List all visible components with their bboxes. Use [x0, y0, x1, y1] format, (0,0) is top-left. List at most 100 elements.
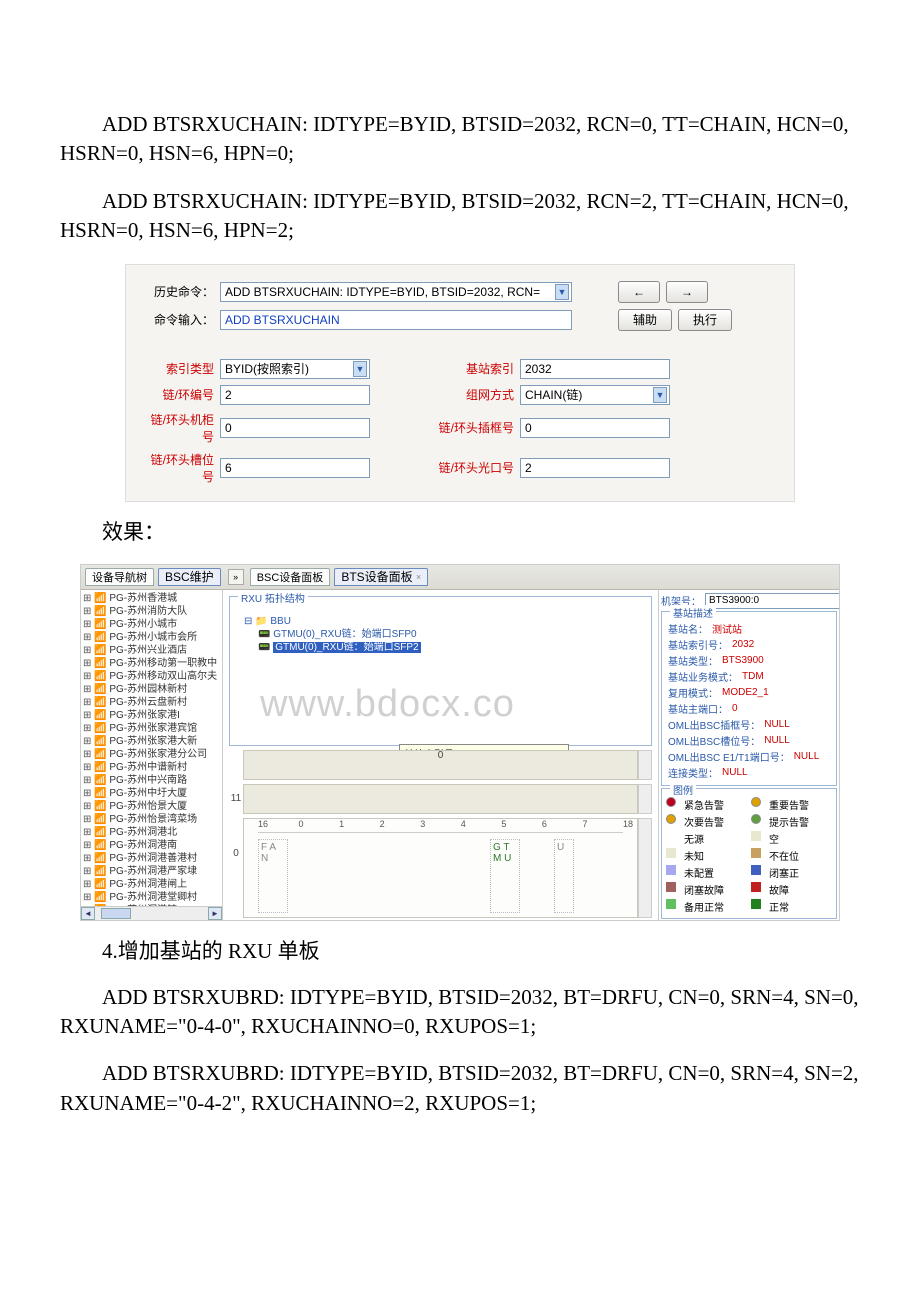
legend-label: 次要告警: [684, 814, 747, 829]
forward-button[interactable]: →: [666, 281, 708, 303]
tree-item[interactable]: ⊞ 📶 PG-苏州香港城: [83, 592, 222, 605]
port-input[interactable]: [520, 458, 670, 478]
watermark: www.bdocx.co: [260, 683, 515, 726]
desc-value: NULL: [764, 719, 790, 730]
nav-tree[interactable]: ⊞ 📶 PG-苏州香港城⊞ 📶 PG-苏州消防大队⊞ 📶 PG-苏州小城市⊞ 📶…: [81, 590, 223, 920]
v-scroll[interactable]: [638, 818, 652, 918]
tree-item[interactable]: ⊞ 📶 PG-苏州洞港南: [83, 839, 222, 852]
tree-item[interactable]: ⊞ 📶 PG-苏州张家港大新: [83, 735, 222, 748]
desc-value: 测试站: [712, 621, 742, 636]
legend-swatch: [666, 865, 676, 875]
arrow-right-icon[interactable]: ►: [208, 907, 222, 920]
left-tabs: 设备导航树 BSC维护 » BSC设备面板 BTS设备面板 ×: [81, 565, 839, 590]
tree-item[interactable]: ⊞ 📶 PG-苏州洞港闸上: [83, 878, 222, 891]
tree-item[interactable]: ⊞ 📶 PG-苏州移动双山高尔夫: [83, 670, 222, 683]
collapse-icon[interactable]: »: [228, 569, 244, 585]
legend-label: 正常: [769, 899, 832, 914]
legend-swatch: [666, 831, 676, 841]
arrow-left-icon[interactable]: ◄: [81, 907, 95, 920]
tree-item[interactable]: ⊞ 📶 PG-苏州小城市: [83, 618, 222, 631]
tree-item[interactable]: ⊞ 📶 PG-苏州怡景湾菜场: [83, 813, 222, 826]
cab-no-input[interactable]: [705, 593, 840, 609]
tree-item[interactable]: ⊞ 📶 PG-苏州兴业酒店: [83, 644, 222, 657]
legend-swatch: [751, 797, 761, 807]
tab-bts-panel[interactable]: BTS设备面板 ×: [334, 568, 428, 586]
tab-bsc-panel[interactable]: BSC设备面板: [250, 568, 331, 586]
idx-type-label: 索引类型: [140, 360, 220, 377]
tree-item[interactable]: ⊞ 📶 PG-苏州洞港北: [83, 826, 222, 839]
cmd-3: ADD BTSRXUBRD: IDTYPE=BYID, BTSID=2032, …: [60, 983, 860, 1042]
tab-bts-label: BTS设备面板: [341, 568, 412, 585]
legend-label: 重要告警: [769, 797, 832, 812]
cmd-2: ADD BTSRXUCHAIN: IDTYPE=BYID, BTSID=2032…: [60, 187, 860, 246]
desc-label: 基站索引号：: [668, 637, 728, 652]
section-4: 4.增加基站的 RXU 单板: [60, 935, 860, 965]
cab-input[interactable]: [220, 418, 370, 438]
tree-item[interactable]: ⊞ 📶 PG-苏州中兴南路: [83, 774, 222, 787]
desc-label: 基站业务模式：: [668, 669, 738, 684]
info-panel: 机架号： 基站描述 基站名：测试站基站索引号：2032基站类型：BTS3900基…: [659, 590, 839, 920]
tree-item[interactable]: ⊞ 📶 PG-苏州移动第一职教中: [83, 657, 222, 670]
net-mode-label: 组网方式: [430, 386, 520, 403]
cmd-input[interactable]: [220, 310, 572, 330]
desc-label: OML出BSC槽位号：: [668, 733, 760, 748]
bts-idx-label: 基站索引: [430, 360, 520, 377]
row-num: 0: [229, 818, 243, 918]
legend-label: 不在位: [769, 848, 832, 863]
v-scroll[interactable]: [638, 750, 652, 780]
chain-no-input[interactable]: [220, 385, 370, 405]
legend-swatch: [666, 882, 676, 892]
tree-item[interactable]: ⊞ 📶 PG-苏州园林新村: [83, 683, 222, 696]
tab-bsc-maint[interactable]: BSC维护: [158, 568, 221, 586]
legend-swatch: [751, 882, 761, 892]
bbu-tree[interactable]: ⊟ 📁 BBU 📟 GTMU(0)_RXU链：始端口SFP0 📟 GTMU(0)…: [244, 615, 643, 654]
desc-label: 基站名：: [668, 621, 708, 636]
bts-idx-input[interactable]: [520, 359, 670, 379]
idx-type-select[interactable]: BYID(按照索引) ▼: [220, 359, 370, 379]
legend-label: 无源: [684, 831, 747, 846]
rack-view: 160123456718 F A N G T M U U: [243, 818, 638, 918]
tree-item[interactable]: ⊞ 📶 PG-苏州洞港严家埭: [83, 865, 222, 878]
tab-nav-tree[interactable]: 设备导航树: [85, 568, 154, 586]
net-mode-select[interactable]: CHAIN(链) ▼: [520, 385, 670, 405]
assist-button[interactable]: 辅助: [618, 309, 672, 331]
back-button[interactable]: ←: [618, 281, 660, 303]
form-screenshot: 历史命令： ADD BTSRXUCHAIN: IDTYPE=BYID, BTSI…: [125, 264, 795, 502]
legend-swatch: [751, 814, 761, 824]
tree-item[interactable]: ⊞ 📶 PG-苏州中圩大厦: [83, 787, 222, 800]
desc-label: OML出BSC插框号：: [668, 717, 760, 732]
desc-label: 基站类型：: [668, 653, 718, 668]
legend-swatch: [751, 848, 761, 858]
slot-input[interactable]: [220, 458, 370, 478]
desc-label: 连接类型：: [668, 765, 718, 780]
tree-item[interactable]: ⊞ 📶 PG-苏州中谱新村: [83, 761, 222, 774]
tree-item[interactable]: ⊞ 📶 PG-苏州怡景大厦: [83, 800, 222, 813]
frame-input[interactable]: [520, 418, 670, 438]
h-scrollbar[interactable]: ◄ ►: [81, 906, 222, 920]
bbu-chain-0[interactable]: GTMU(0)_RXU链：始端口SFP0: [273, 629, 416, 640]
tree-item[interactable]: ⊞ 📶 PG-苏州张家港宾馆: [83, 722, 222, 735]
tree-item[interactable]: ⊞ 📶 PG-苏州云盘新村: [83, 696, 222, 709]
v-scroll[interactable]: [638, 784, 652, 814]
tree-item[interactable]: ⊞ 📶 PG-苏州洞港堂卿村: [83, 891, 222, 904]
bbu-chain-1[interactable]: GTMU(0)_RXU链：始端口SFP2: [273, 642, 420, 653]
hist-select[interactable]: ADD BTSRXUCHAIN: IDTYPE=BYID, BTSID=2032…: [220, 282, 572, 302]
legend-title: 图例: [670, 782, 696, 797]
tree-item[interactable]: ⊞ 📶 PG-苏州洞港善港村: [83, 852, 222, 865]
legend-label: 紧急告警: [684, 797, 747, 812]
chain-no-label: 链/环编号: [140, 386, 220, 403]
wide-screenshot: 设备导航树 BSC维护 » BSC设备面板 BTS设备面板 × ⊞ 📶 PG-苏…: [80, 564, 840, 921]
desc-fieldset: 基站描述 基站名：测试站基站索引号：2032基站类型：BTS3900基站业务模式…: [661, 611, 837, 786]
exec-button[interactable]: 执行: [678, 309, 732, 331]
legend-swatch: [666, 797, 676, 807]
tree-item[interactable]: ⊞ 📶 PG-苏州张家港分公司: [83, 748, 222, 761]
bbu-root[interactable]: BBU: [270, 616, 291, 627]
chevron-down-icon: ▼: [555, 284, 569, 300]
tree-item[interactable]: ⊞ 📶 PG-苏州小城市会所: [83, 631, 222, 644]
hist-label: 历史命令：: [140, 283, 220, 300]
scroll-thumb[interactable]: [101, 908, 131, 919]
legend-swatch: [666, 814, 676, 824]
close-icon[interactable]: ×: [416, 572, 421, 582]
tree-item[interactable]: ⊞ 📶 PG-苏州消防大队: [83, 605, 222, 618]
tree-item[interactable]: ⊞ 📶 PG-苏州张家港I: [83, 709, 222, 722]
